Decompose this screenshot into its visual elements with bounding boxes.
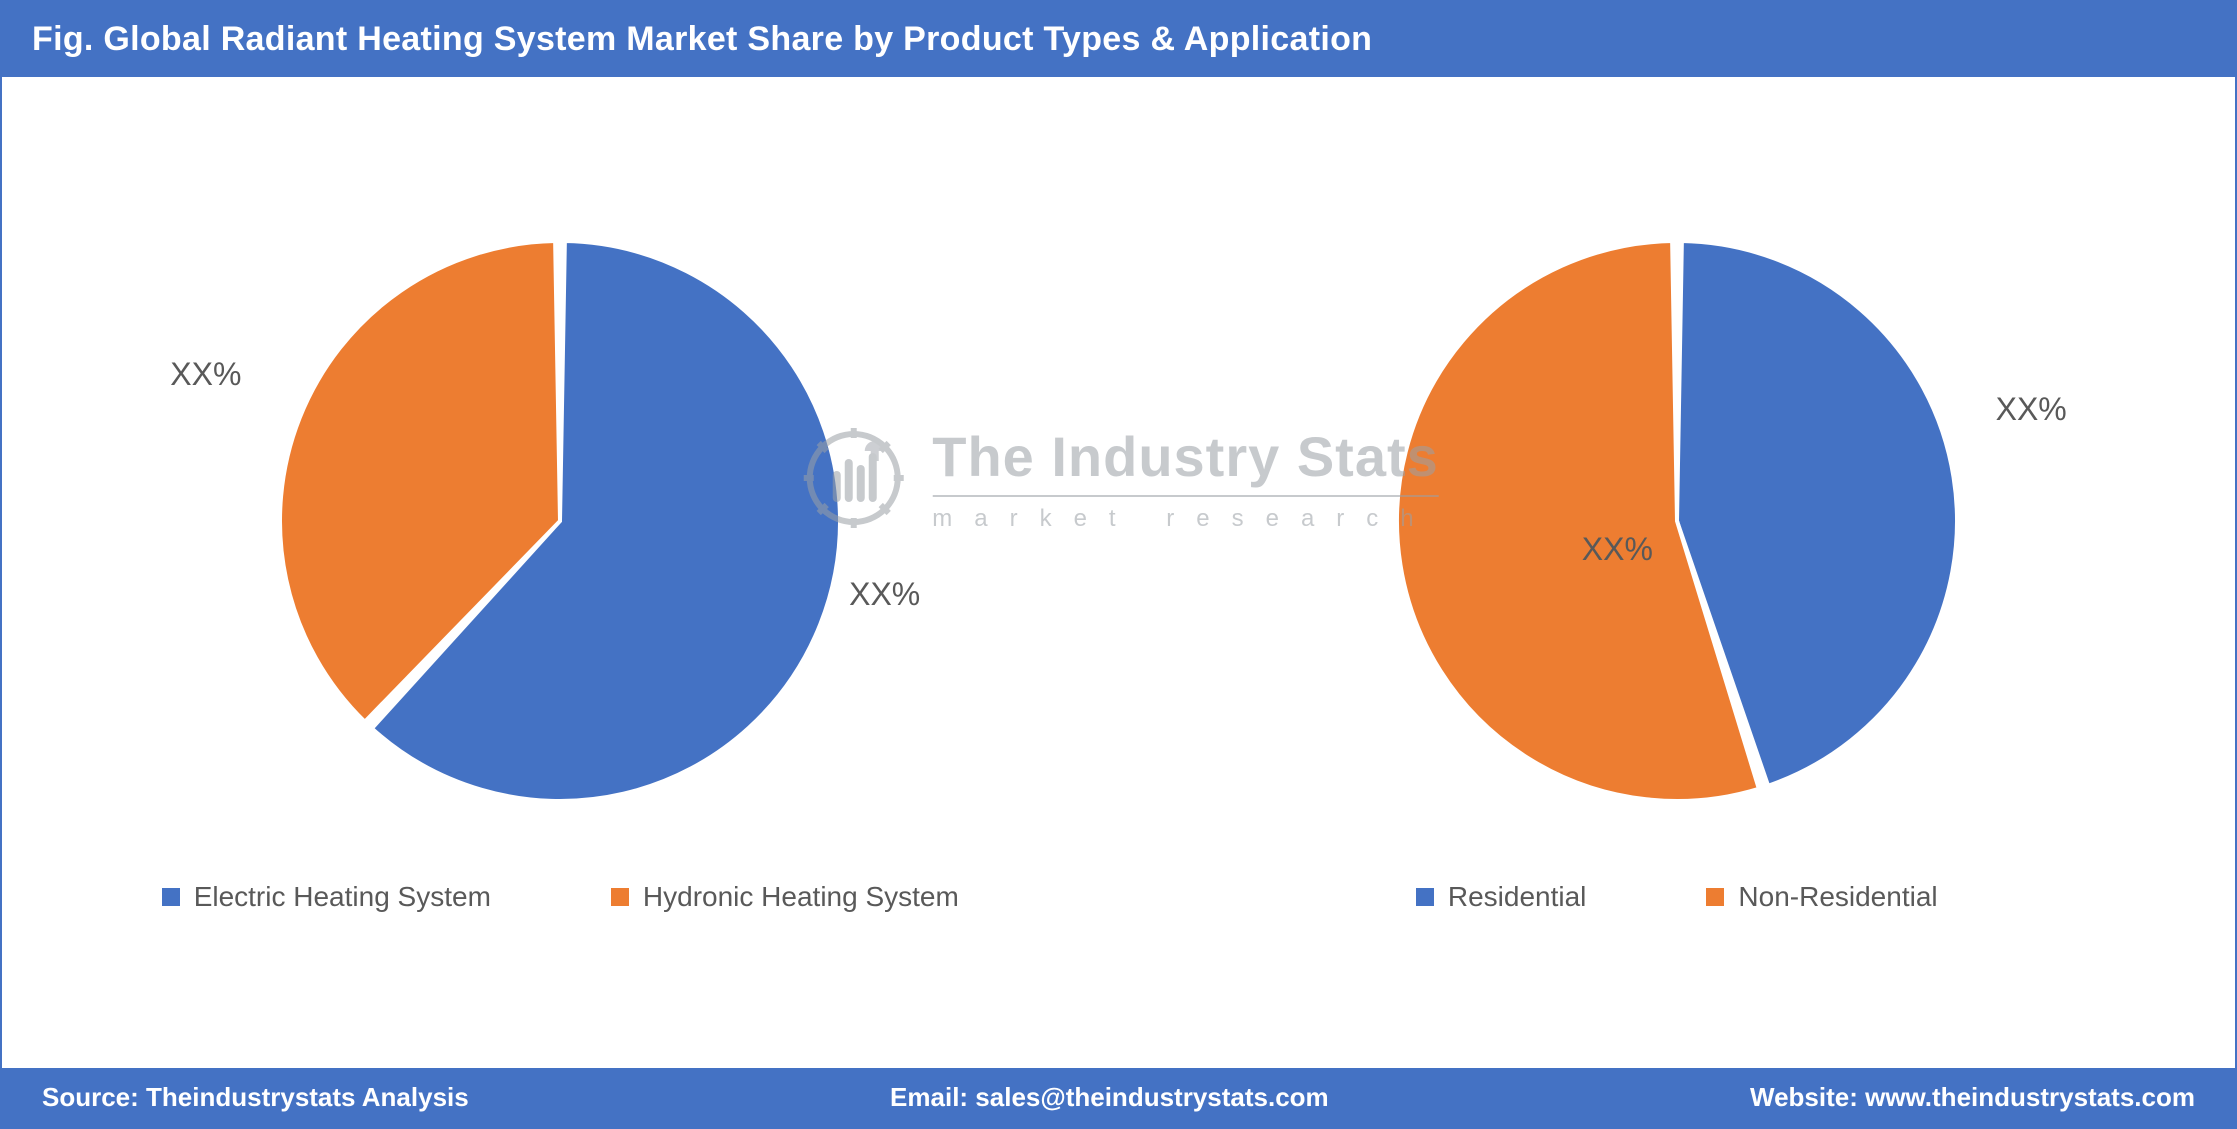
product-legend-item-0: Electric Heating System — [162, 881, 491, 913]
chart-panel-right: XX%XX% ResidentialNon-Residential — [1119, 77, 2236, 1056]
footer-website: Website: www.theindustrystats.com — [1750, 1082, 2195, 1113]
figure-container: Fig. Global Radiant Heating System Marke… — [0, 0, 2237, 1129]
pie-chart-application: XX%XX% — [1377, 221, 1977, 821]
chart-area: XX%XX% Electric Heating SystemHydronic H… — [2, 77, 2235, 1056]
footer-email: Email: sales@theindustrystats.com — [890, 1082, 1329, 1113]
application-legend-label-0: Residential — [1448, 881, 1587, 913]
application-slice-label-1: XX% — [1582, 531, 1653, 568]
legend-product-types: Electric Heating System Hydronic Heating … — [162, 881, 959, 913]
application-legend-swatch-0 — [1416, 888, 1434, 906]
application-legend-label-1: Non-Residential — [1738, 881, 1937, 913]
product-legend-swatch-0 — [162, 888, 180, 906]
pie-chart-product-types: XX%XX% — [260, 221, 860, 821]
product-slice-label-0: XX% — [849, 576, 920, 613]
product-slice-label-1: XX% — [170, 356, 241, 393]
footer-separator — [2, 1056, 2235, 1068]
chart-panel-left: XX%XX% Electric Heating SystemHydronic H… — [2, 77, 1119, 1056]
application-legend-item-0: Residential — [1416, 881, 1587, 913]
footer-bar: Source: Theindustrystats Analysis Email:… — [2, 1068, 2235, 1127]
application-slice-label-0: XX% — [1996, 391, 2067, 428]
product-legend-label-0: Electric Heating System — [194, 881, 491, 913]
title-bar: Fig. Global Radiant Heating System Marke… — [2, 2, 2235, 77]
product-legend-label-1: Hydronic Heating System — [643, 881, 959, 913]
product-legend-item-1: Hydronic Heating System — [611, 881, 959, 913]
product-legend-swatch-1 — [611, 888, 629, 906]
footer-source: Source: Theindustrystats Analysis — [42, 1082, 469, 1113]
application-legend-item-1: Non-Residential — [1706, 881, 1937, 913]
figure-title: Fig. Global Radiant Heating System Marke… — [32, 20, 1372, 58]
legend-application: Residential Non-Residential — [1416, 881, 1938, 913]
application-legend-swatch-1 — [1706, 888, 1724, 906]
